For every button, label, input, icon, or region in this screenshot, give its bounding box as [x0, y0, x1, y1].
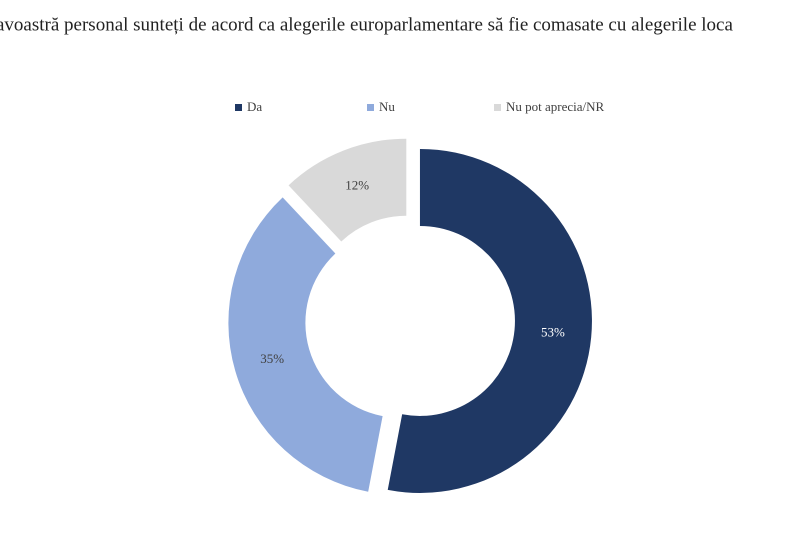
legend-label: Nu	[379, 99, 395, 114]
slice	[288, 138, 407, 242]
data-label: 12%	[345, 178, 369, 193]
data-label: 53%	[541, 324, 565, 339]
data-label: 35%	[260, 351, 284, 366]
legend-swatch	[367, 104, 374, 111]
slice	[228, 197, 383, 492]
legend-label: Da	[247, 99, 262, 114]
chart-title: avoastră personal sunteți de acord ca al…	[0, 14, 733, 35]
legend-swatch	[235, 104, 242, 111]
slice	[387, 148, 592, 493]
legend-swatch	[494, 104, 501, 111]
legend-label: Nu pot aprecia/NR	[506, 99, 605, 114]
